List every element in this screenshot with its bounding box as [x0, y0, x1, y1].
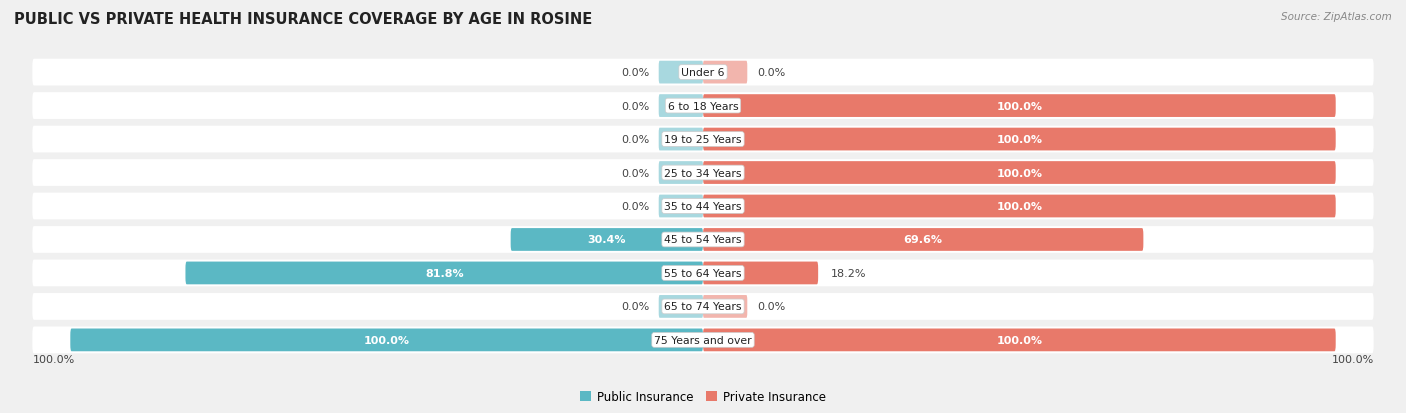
- Text: 100.0%: 100.0%: [997, 135, 1042, 145]
- Text: 6 to 18 Years: 6 to 18 Years: [668, 101, 738, 112]
- Text: 69.6%: 69.6%: [904, 235, 942, 245]
- Text: 0.0%: 0.0%: [621, 135, 650, 145]
- Text: 100.0%: 100.0%: [997, 101, 1042, 112]
- Text: 100.0%: 100.0%: [32, 354, 75, 364]
- Text: 35 to 44 Years: 35 to 44 Years: [664, 202, 742, 211]
- FancyBboxPatch shape: [32, 160, 1374, 186]
- FancyBboxPatch shape: [658, 95, 703, 118]
- FancyBboxPatch shape: [658, 62, 703, 84]
- FancyBboxPatch shape: [32, 293, 1374, 320]
- FancyBboxPatch shape: [703, 128, 1336, 151]
- FancyBboxPatch shape: [186, 262, 703, 285]
- FancyBboxPatch shape: [703, 262, 818, 285]
- FancyBboxPatch shape: [658, 195, 703, 218]
- Text: 100.0%: 100.0%: [1331, 354, 1374, 364]
- Text: 75 Years and over: 75 Years and over: [654, 335, 752, 345]
- FancyBboxPatch shape: [32, 193, 1374, 220]
- Text: 0.0%: 0.0%: [621, 202, 650, 211]
- FancyBboxPatch shape: [510, 228, 703, 251]
- FancyBboxPatch shape: [32, 327, 1374, 354]
- FancyBboxPatch shape: [703, 62, 748, 84]
- FancyBboxPatch shape: [703, 329, 1336, 351]
- Text: 0.0%: 0.0%: [621, 168, 650, 178]
- Text: 100.0%: 100.0%: [997, 335, 1042, 345]
- FancyBboxPatch shape: [703, 228, 1143, 251]
- FancyBboxPatch shape: [703, 95, 1336, 118]
- FancyBboxPatch shape: [32, 227, 1374, 253]
- Text: Source: ZipAtlas.com: Source: ZipAtlas.com: [1281, 12, 1392, 22]
- FancyBboxPatch shape: [658, 162, 703, 185]
- Text: 81.8%: 81.8%: [425, 268, 464, 278]
- Text: 25 to 34 Years: 25 to 34 Years: [664, 168, 742, 178]
- Text: 19 to 25 Years: 19 to 25 Years: [664, 135, 742, 145]
- FancyBboxPatch shape: [658, 128, 703, 151]
- Text: 45 to 54 Years: 45 to 54 Years: [664, 235, 742, 245]
- Text: 0.0%: 0.0%: [621, 101, 650, 112]
- FancyBboxPatch shape: [703, 195, 1336, 218]
- Text: Under 6: Under 6: [682, 68, 724, 78]
- Text: PUBLIC VS PRIVATE HEALTH INSURANCE COVERAGE BY AGE IN ROSINE: PUBLIC VS PRIVATE HEALTH INSURANCE COVER…: [14, 12, 592, 27]
- FancyBboxPatch shape: [32, 93, 1374, 120]
- Text: 100.0%: 100.0%: [364, 335, 409, 345]
- Text: 65 to 74 Years: 65 to 74 Years: [664, 301, 742, 312]
- FancyBboxPatch shape: [32, 59, 1374, 86]
- Legend: Public Insurance, Private Insurance: Public Insurance, Private Insurance: [575, 385, 831, 408]
- FancyBboxPatch shape: [70, 329, 703, 351]
- Text: 0.0%: 0.0%: [621, 301, 650, 312]
- Text: 18.2%: 18.2%: [831, 268, 866, 278]
- FancyBboxPatch shape: [703, 295, 748, 318]
- FancyBboxPatch shape: [32, 126, 1374, 153]
- Text: 0.0%: 0.0%: [756, 68, 785, 78]
- FancyBboxPatch shape: [32, 260, 1374, 287]
- Text: 100.0%: 100.0%: [997, 202, 1042, 211]
- Text: 30.4%: 30.4%: [588, 235, 626, 245]
- Text: 100.0%: 100.0%: [997, 168, 1042, 178]
- FancyBboxPatch shape: [703, 162, 1336, 185]
- Text: 0.0%: 0.0%: [756, 301, 785, 312]
- FancyBboxPatch shape: [658, 295, 703, 318]
- Text: 55 to 64 Years: 55 to 64 Years: [664, 268, 742, 278]
- Text: 0.0%: 0.0%: [621, 68, 650, 78]
